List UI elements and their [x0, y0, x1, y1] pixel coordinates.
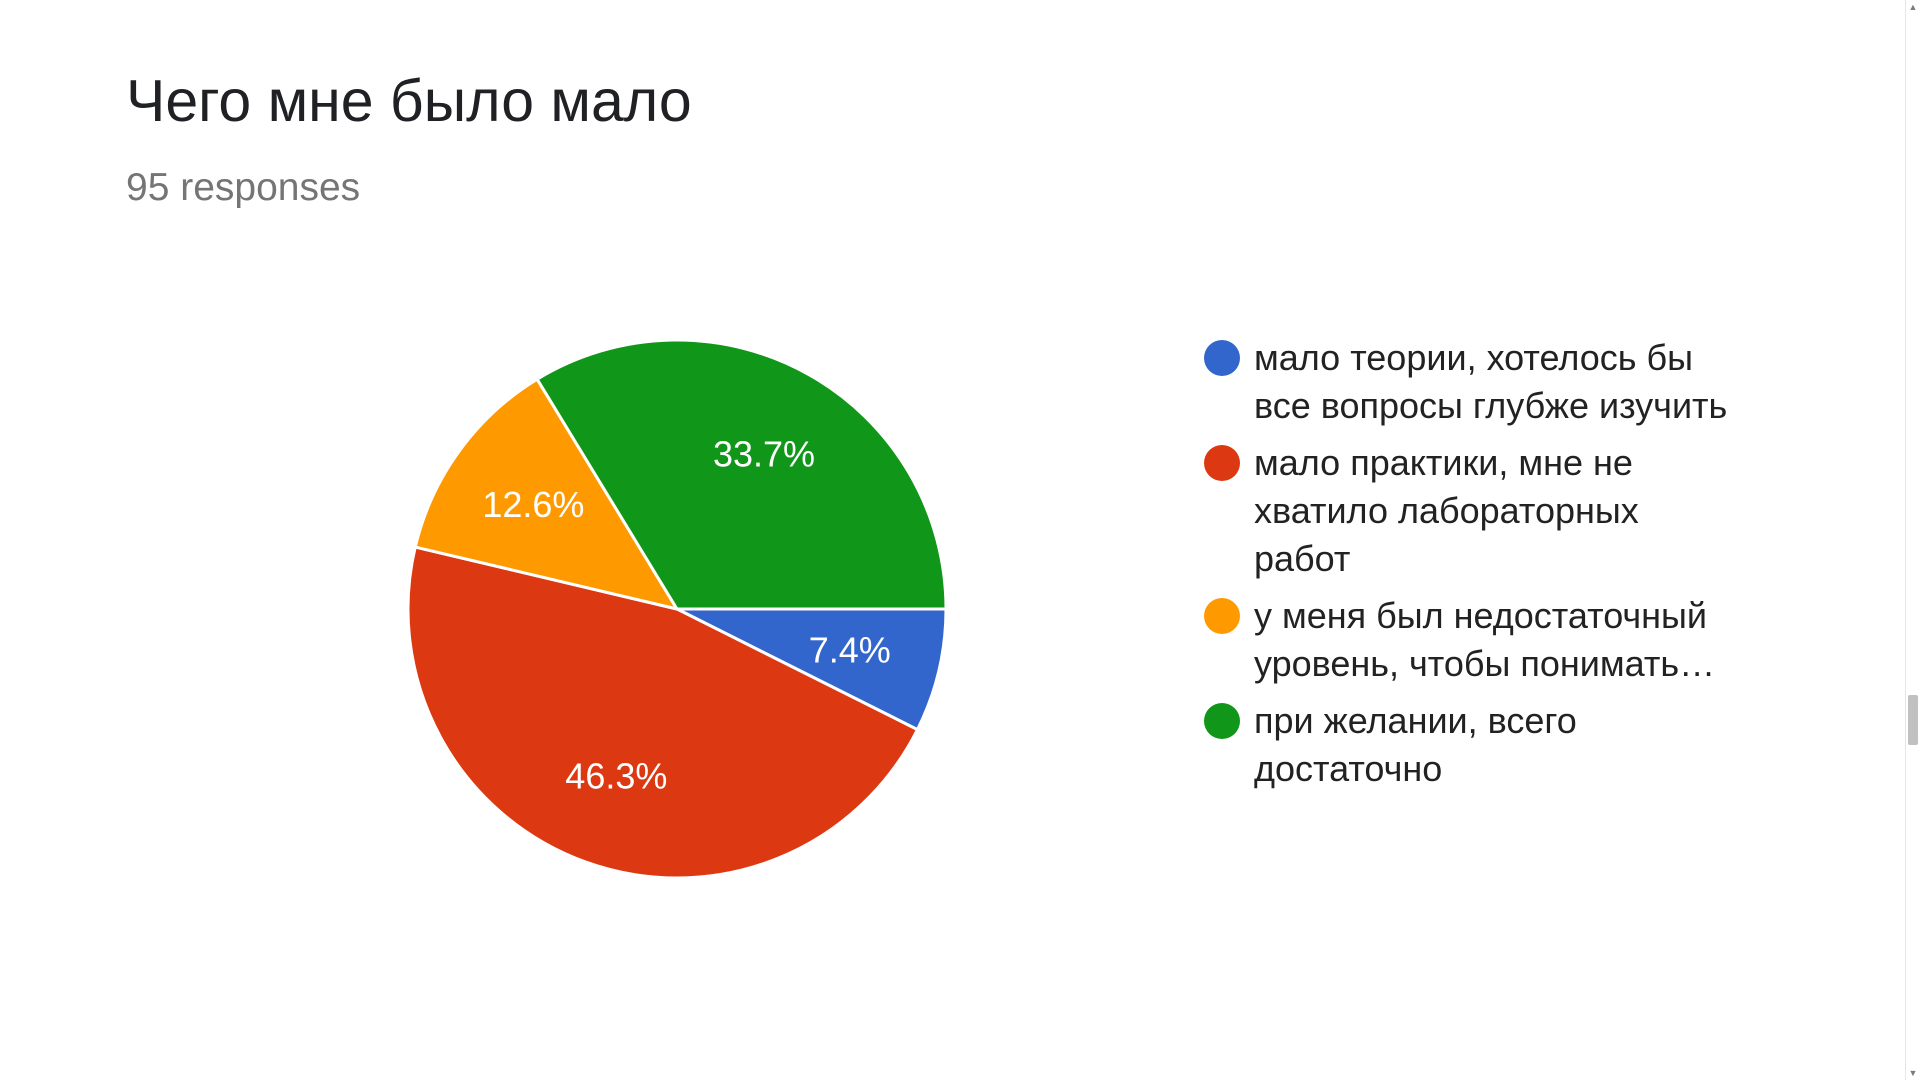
legend-item-2[interactable]: у меня был недостаточный уровень, чтобы … — [1204, 592, 1744, 688]
pie-slice-label-3: 33.7% — [713, 434, 815, 475]
legend-item-0[interactable]: мало теории, хотелось бы все вопросы глу… — [1204, 334, 1744, 430]
pie-slice-1[interactable] — [406, 545, 920, 880]
legend-item-1[interactable]: мало практики, мне не хватило лабораторн… — [1204, 439, 1744, 583]
chart-legend: мало теории, хотелось бы все вопросы глу… — [1204, 334, 1744, 802]
scroll-up-arrow-icon[interactable]: ▲ — [1908, 2, 1918, 12]
vertical-scrollbar[interactable]: ▲ ▼ — [1905, 0, 1920, 1080]
pie-slice-label-0: 7.4% — [809, 629, 891, 670]
legend-label-0: мало теории, хотелось бы все вопросы глу… — [1254, 337, 1728, 426]
scrollbar-thumb[interactable] — [1908, 695, 1918, 745]
legend-swatch-1 — [1204, 445, 1240, 481]
scroll-down-arrow-icon[interactable]: ▼ — [1908, 1068, 1918, 1078]
legend-label-1: мало практики, мне не хватило лабораторн… — [1254, 442, 1639, 579]
pie-slice-label-1: 46.3% — [565, 755, 667, 796]
legend-swatch-0 — [1204, 340, 1240, 376]
legend-label-3: при желании, всего достаточно — [1254, 700, 1577, 789]
response-count: 95 responses — [126, 166, 361, 209]
legend-item-3[interactable]: при желании, всего достаточно — [1204, 697, 1744, 793]
chart-title: Чего мне было мало — [126, 68, 692, 134]
pie-slice-label-2: 12.6% — [482, 484, 584, 525]
legend-swatch-2 — [1204, 598, 1240, 634]
legend-label-2: у меня был недостаточный уровень, чтобы … — [1254, 595, 1716, 684]
pie-slice-0[interactable] — [676, 607, 948, 732]
pie-slice-3[interactable] — [535, 338, 948, 611]
legend-swatch-3 — [1204, 703, 1240, 739]
pie-slice-2[interactable] — [413, 377, 681, 612]
